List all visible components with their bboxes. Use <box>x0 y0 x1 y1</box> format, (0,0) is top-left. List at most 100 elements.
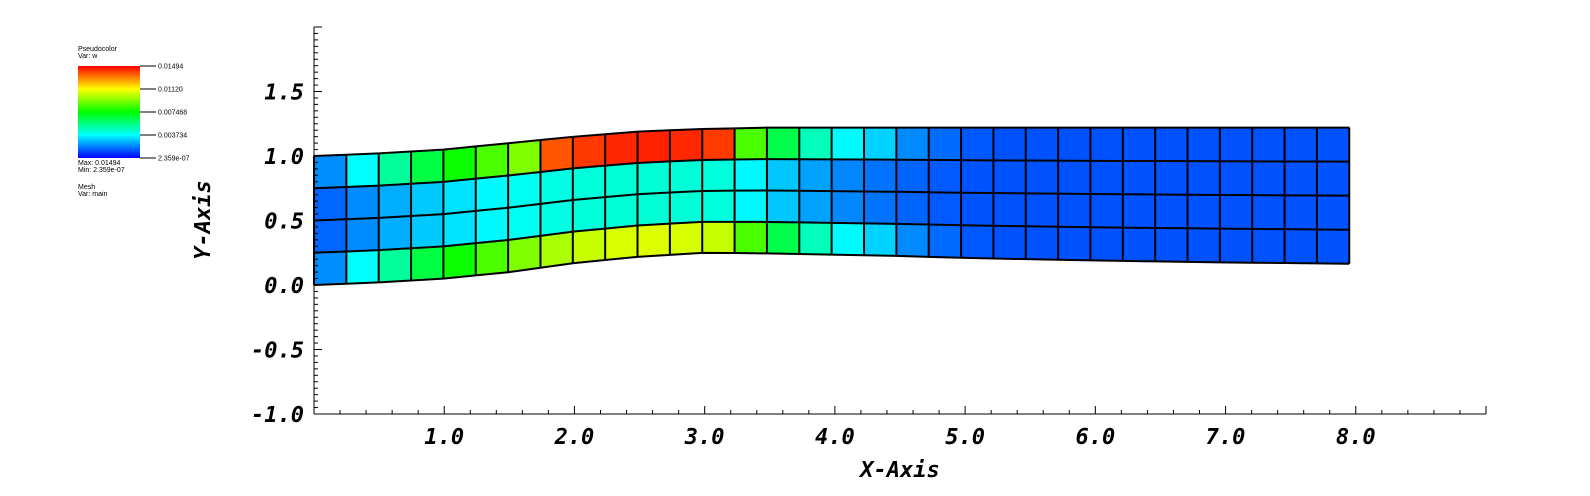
colorbar-label: 0.003734 <box>158 133 187 140</box>
x-axis-title: X-Axis <box>858 458 939 483</box>
mesh-cell <box>1316 195 1350 230</box>
mesh-cell <box>1122 160 1156 195</box>
mesh-cell <box>734 158 768 191</box>
mesh-cell <box>799 127 832 160</box>
mesh-cell <box>799 190 832 224</box>
mesh-cell <box>1122 127 1156 162</box>
mesh-cell <box>1057 226 1091 261</box>
mesh-cell <box>701 221 735 254</box>
mesh-cell <box>475 207 509 244</box>
mesh-cell <box>540 199 574 237</box>
x-tick-label: 2.0 <box>554 425 595 450</box>
mesh-cell <box>443 242 477 279</box>
mesh-cell <box>572 228 606 264</box>
mesh-cell <box>960 224 994 259</box>
mesh-cell <box>346 217 379 252</box>
mesh-cell <box>1057 127 1091 162</box>
mesh-cell <box>1154 227 1188 263</box>
x-tick-label: 4.0 <box>815 425 855 450</box>
x-tick-label: 6.0 <box>1075 425 1115 450</box>
y-tick-label: -1.0 <box>251 403 304 428</box>
mesh-cell <box>863 159 897 193</box>
mesh-cell <box>766 221 800 255</box>
x-tick-label: 5.0 <box>945 425 985 450</box>
legend-mesh-type: Mesh <box>78 184 96 191</box>
mesh-cell <box>604 162 638 198</box>
mesh-cell <box>831 222 865 256</box>
legend: Pseudocolor Var: w <box>78 46 117 60</box>
mesh-cell <box>637 192 671 226</box>
mesh-cell <box>1284 195 1318 230</box>
mesh-cell <box>1154 127 1188 162</box>
mesh-cell <box>1057 160 1091 195</box>
mesh-cell <box>540 136 574 173</box>
mesh-cell <box>313 186 347 221</box>
mesh-cell <box>1122 227 1156 262</box>
mesh-cell <box>443 146 477 183</box>
legend-var: Var: w <box>78 53 98 60</box>
x-tick-label: 7.0 <box>1206 425 1246 450</box>
mesh-cell <box>799 158 832 192</box>
mesh-cell <box>863 191 897 225</box>
mesh-cell <box>799 222 832 255</box>
mesh-cell <box>1090 193 1124 228</box>
legend-mesh: Mesh Var: main <box>78 184 107 198</box>
mesh-cell <box>637 130 671 164</box>
mesh-cell <box>1316 161 1350 196</box>
mesh-cell <box>604 225 638 261</box>
mesh-cell <box>1251 161 1285 196</box>
colorbar: 0.01494 0.01120 0.007468 0.003734 2.359e-07 <box>78 64 190 163</box>
mesh-cell <box>993 160 1026 194</box>
mesh-cell <box>507 203 541 241</box>
mesh-cell <box>1284 127 1318 162</box>
mesh-cell <box>443 178 477 215</box>
mesh-cell <box>507 235 541 273</box>
mesh-cell <box>896 191 929 225</box>
mesh-cell <box>766 190 800 223</box>
mesh-cell <box>475 239 509 276</box>
mesh-cell <box>701 128 735 161</box>
y-tick-label: 1.5 <box>264 81 304 106</box>
mesh-cell <box>378 183 412 219</box>
mesh-cell <box>1316 229 1350 264</box>
mesh-cell <box>410 213 444 249</box>
mesh-cell <box>1090 226 1124 262</box>
mesh-cell <box>1122 194 1156 229</box>
mesh-cell <box>896 127 929 161</box>
mesh-cell <box>540 168 574 205</box>
mesh-cell <box>734 190 768 223</box>
mesh-cell <box>896 223 929 258</box>
colorbar-label: 2.359e-07 <box>158 156 190 163</box>
mesh-cell <box>1316 127 1350 162</box>
mesh-cell <box>378 151 412 186</box>
mesh-cell <box>572 165 606 201</box>
mesh-cell <box>669 128 703 162</box>
mesh-cell <box>1219 161 1253 196</box>
mesh-cell <box>1187 160 1221 196</box>
mesh-cell <box>928 191 962 226</box>
mesh-cell <box>960 159 994 194</box>
mesh-cell <box>701 159 735 192</box>
mesh-cell <box>507 171 541 209</box>
mesh-cell <box>766 127 800 160</box>
colorbar-label: 0.01120 <box>158 87 183 94</box>
mesh-cell <box>410 149 444 185</box>
mesh-cell <box>1219 228 1253 263</box>
mesh-cell <box>572 196 606 232</box>
colorbar-label: 0.007468 <box>158 110 187 117</box>
mesh-lines <box>313 126 1351 286</box>
mesh-cell <box>669 190 703 224</box>
legend-plot-type: Pseudocolor <box>78 46 117 53</box>
mesh-cell <box>1187 228 1221 263</box>
mesh-cell <box>863 223 897 257</box>
mesh-cell <box>1090 160 1124 195</box>
mesh-cell <box>346 249 379 284</box>
legend-mesh-var: Var: main <box>78 191 108 198</box>
axes: 1.0 2.0 3.0 4.0 5.0 6.0 7.0 8.0 -1.0 -0.5 0.0 0.5 1.… <box>251 26 1487 450</box>
mesh-cell <box>1187 127 1221 162</box>
mesh-cell <box>346 153 379 188</box>
mesh-cell <box>993 192 1026 227</box>
y-tick-label: -0.5 <box>251 339 304 364</box>
mesh-cell <box>831 190 865 224</box>
